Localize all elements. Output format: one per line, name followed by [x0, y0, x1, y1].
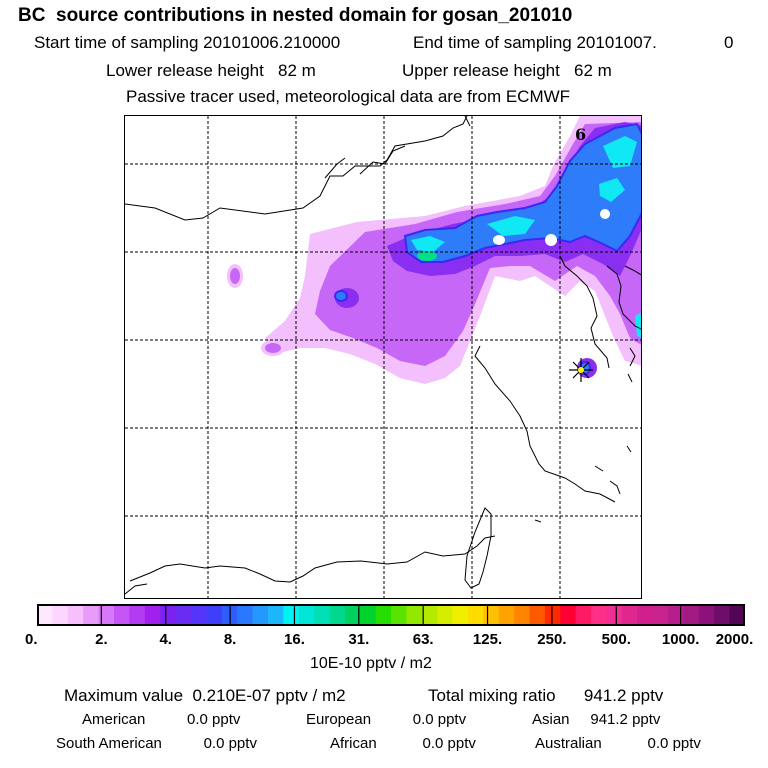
colorbar-tick-label: 4.	[159, 631, 172, 648]
plot-title: BC source contributions in nested domain…	[18, 5, 573, 26]
colorbar-swatch	[467, 604, 484, 626]
colorbar-swatch	[83, 604, 100, 626]
colorbar-tick-label: 31.	[348, 631, 370, 648]
colorbar-swatch	[729, 604, 745, 626]
colorbar-swatch	[698, 604, 715, 626]
end-time-label: End time of sampling 20101007.	[413, 33, 657, 52]
colorbar-swatch	[668, 604, 685, 626]
colorbar-swatch	[591, 604, 608, 626]
colorbar-swatch	[452, 604, 469, 626]
map-svg: 6	[125, 116, 641, 598]
colorbar-swatch	[67, 604, 84, 626]
plume-core	[334, 122, 641, 375]
african-contribution: African 0.0 pptv	[330, 735, 476, 752]
colorbar-tick-label: 8.	[223, 631, 237, 648]
colorbar-swatch	[606, 604, 623, 626]
total-mixing-ratio: Total mixing ratio 941.2 pptv	[428, 686, 664, 705]
colorbar-swatch	[483, 604, 500, 626]
colorbar-swatch	[683, 604, 700, 626]
colorbar-tick-label: 500.	[601, 631, 631, 648]
colorbar-tick-label: 2.	[95, 631, 108, 648]
colorbar-tick-label: 0.	[25, 631, 38, 648]
colorbar-swatch	[498, 604, 515, 626]
graticule	[125, 116, 641, 598]
colorbar-swatch	[421, 604, 438, 626]
colorbar-tick-label: 250.	[537, 631, 567, 648]
colorbar-swatch	[714, 604, 731, 626]
colorbar-swatch	[144, 604, 161, 626]
map-panel: 6	[124, 115, 642, 599]
american-contribution: American 0.0 pptv	[82, 711, 241, 728]
colorbar-swatch	[98, 604, 115, 626]
colorbar-swatch	[237, 604, 254, 626]
colorbar	[37, 604, 745, 626]
colorbar-swatch	[529, 604, 546, 626]
colorbar-swatch	[637, 604, 654, 626]
plume-high	[411, 136, 641, 338]
plume-peak	[417, 251, 437, 261]
colorbar-swatch	[544, 604, 561, 626]
colorbar-swatch	[283, 604, 300, 626]
colorbar-swatch	[344, 604, 361, 626]
colorbar-swatch	[52, 604, 69, 626]
colorbar-swatch	[206, 604, 223, 626]
colorbar-tick-label: 16.	[284, 631, 305, 648]
colorbar-swatch	[175, 604, 192, 626]
upper-release-height: Upper release height 62 m	[402, 61, 612, 80]
colorbar-swatch	[406, 604, 423, 626]
colorbar-swatch	[375, 604, 392, 626]
colorbar-swatch	[391, 604, 407, 626]
colorbar-swatch	[329, 604, 346, 626]
lower-release-height: Lower release height 82 m	[106, 61, 316, 80]
colorbar-tick-label: 1000.	[661, 631, 700, 648]
colorbar-swatch	[560, 604, 577, 626]
colorbar-swatch	[37, 604, 53, 626]
plume-gaps	[493, 209, 610, 246]
colorbar-swatch	[298, 604, 315, 626]
colorbar-swatch	[514, 604, 531, 626]
colorbar-swatch	[360, 604, 377, 626]
colorbar-swatch	[621, 604, 638, 626]
colorbar-swatch	[129, 604, 146, 626]
end-time-value: 0	[724, 33, 734, 52]
colorbar-swatch	[252, 604, 269, 626]
colorbar-swatch	[575, 604, 592, 626]
colorbar-swatch	[437, 604, 454, 626]
australian-contribution: Australian 0.0 pptv	[535, 735, 701, 752]
start-time-label: Start time of sampling 20101006.210000	[34, 33, 341, 52]
tracer-note: Passive tracer used, meteorological data…	[126, 87, 571, 106]
receptor-star-icon	[569, 358, 593, 382]
colorbar-border	[37, 604, 745, 626]
colorbar-unit: 10E-10 pptv / m2	[310, 655, 432, 672]
european-contribution: European 0.0 pptv	[306, 711, 467, 728]
panel-number: 6	[575, 125, 586, 144]
asian-contribution: Asian 941.2 pptv	[532, 711, 661, 728]
colorbar-swatch	[314, 604, 331, 626]
colorbar-tick-label: 63.	[412, 631, 434, 648]
colorbar-swatch	[113, 604, 130, 626]
colorbar-swatch	[267, 604, 284, 626]
maximum-value: Maximum value 0.210E-07 pptv / m2	[64, 686, 346, 705]
colorbar-swatch	[160, 604, 177, 626]
colorbar-swatch	[190, 604, 207, 626]
south-american-contribution: South American 0.0 pptv	[56, 735, 257, 752]
colorbar-tick-label: 2000.	[715, 631, 754, 648]
colorbar-tick-label: 125.	[472, 631, 503, 648]
coastlines	[125, 116, 641, 595]
colorbar-swatch	[652, 604, 669, 626]
